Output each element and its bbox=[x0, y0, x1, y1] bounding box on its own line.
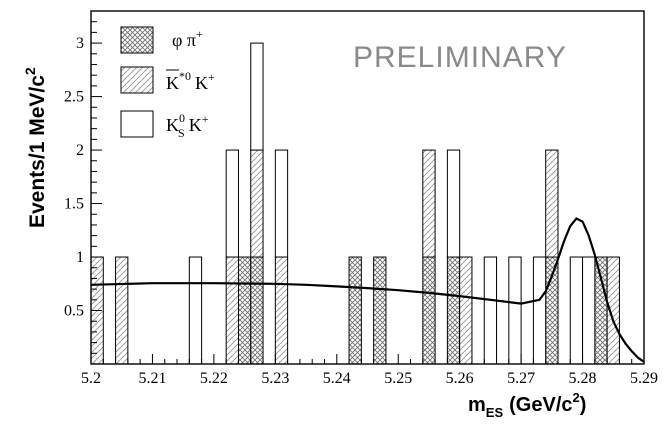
bar-phipi bbox=[237, 256, 252, 365]
legend-swatch-kstark bbox=[120, 66, 154, 94]
y-axis-label: Events/1 MeV/c2 bbox=[22, 67, 49, 228]
bar-kstark bbox=[225, 256, 239, 365]
x-tick-label: 5.22 bbox=[200, 370, 228, 387]
x-tick-label: 5.27 bbox=[507, 370, 535, 387]
legend-label-ksk: K0 S K+ bbox=[166, 111, 209, 140]
fit-curve-group bbox=[90, 217, 645, 363]
bar-phipi bbox=[446, 256, 461, 365]
bar-phipi bbox=[250, 256, 264, 365]
bar-kstark bbox=[545, 149, 559, 258]
bar-ksk bbox=[569, 256, 584, 365]
bar-ksk bbox=[250, 42, 264, 151]
y-tick-label: 1 bbox=[76, 249, 84, 266]
bar-phipi bbox=[348, 256, 362, 365]
x-tick-label: 5.23 bbox=[261, 370, 289, 387]
bar-phipi bbox=[422, 256, 436, 365]
y-tick-label: 1.5 bbox=[64, 196, 84, 213]
bar-kstark bbox=[422, 149, 436, 258]
y-tick-label: 2 bbox=[76, 142, 84, 159]
bar-kstark bbox=[274, 256, 289, 365]
fit-curve bbox=[90, 217, 645, 363]
x-tick-label: 5.21 bbox=[138, 370, 166, 387]
bar-ksk bbox=[274, 149, 289, 258]
legend: φ π+ K*0 K+ K0 S K+ bbox=[120, 26, 215, 140]
legend-label-kstark: K*0 K+ bbox=[166, 69, 215, 93]
legend-swatch-ksk bbox=[120, 110, 154, 138]
y-tick-label: 3 bbox=[76, 35, 84, 52]
legend-label-phipi: φ π+ bbox=[172, 27, 203, 50]
legend-swatch-phipi bbox=[120, 26, 154, 54]
bar-kstark bbox=[115, 256, 129, 365]
y-tick-label: 2.5 bbox=[64, 89, 84, 106]
preliminary-annotation: PRELIMINARY bbox=[353, 41, 567, 74]
x-tick-label: 5.29 bbox=[630, 370, 658, 387]
bar-ksk bbox=[483, 256, 498, 365]
y-tick-label: 0.5 bbox=[64, 303, 84, 320]
bar-phipi bbox=[594, 256, 608, 365]
x-tick-label: 5.25 bbox=[384, 370, 412, 387]
plot-frame bbox=[90, 10, 645, 365]
x-tick-label: 5.28 bbox=[569, 370, 597, 387]
bar-kstark bbox=[459, 256, 473, 365]
bar-ksk bbox=[446, 149, 461, 258]
axes: 5.2 5.21 5.22 5.23 5.24 5.25 5.26 5.27 5.28 5.29 0… bbox=[64, 10, 658, 387]
bar-ksk bbox=[508, 256, 522, 365]
bar-phipi bbox=[373, 256, 387, 365]
x-tick-label: 5.24 bbox=[323, 370, 351, 387]
bar-kstark bbox=[250, 149, 264, 258]
bar-ksk bbox=[225, 149, 239, 258]
bar-ksk bbox=[582, 256, 596, 365]
x-axis-label: mES (GeV/c2) bbox=[468, 390, 586, 420]
x-tick-label: 5.26 bbox=[446, 370, 474, 387]
x-tick-label: 5.2 bbox=[81, 370, 101, 387]
bar-ksk bbox=[532, 256, 547, 365]
bar-ksk bbox=[188, 256, 203, 365]
